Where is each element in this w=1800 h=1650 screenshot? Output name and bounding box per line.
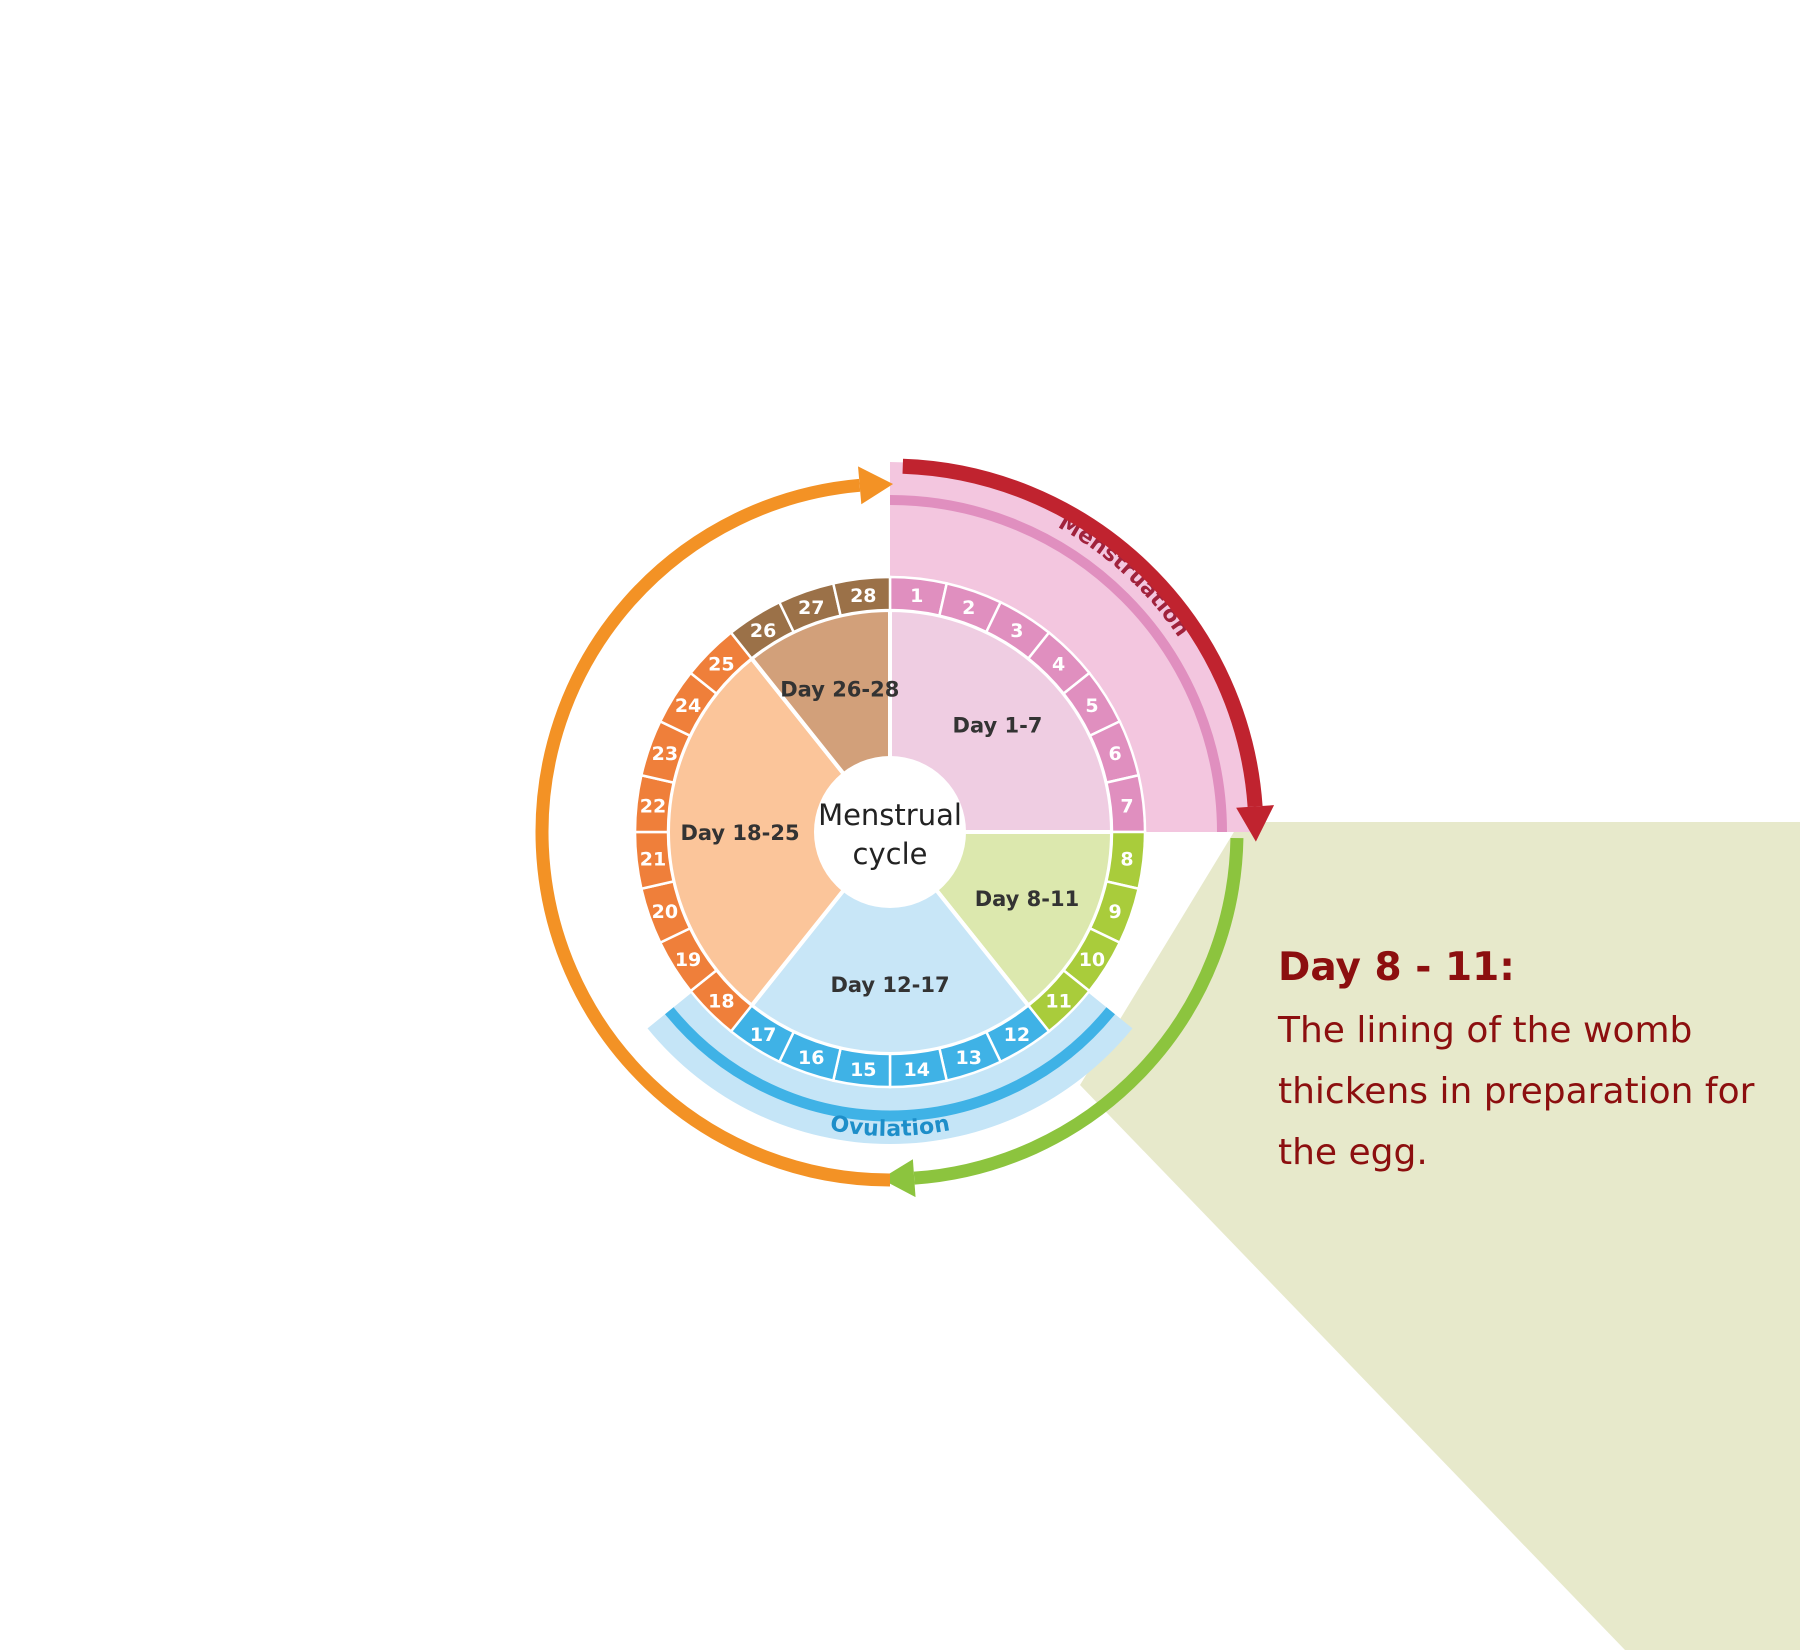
green-arrow-arc [913,837,1244,1185]
day-number-6: 6 [1108,743,1121,765]
menstruation-arrow-arc [902,458,1263,807]
phase-label-5: Day 26-28 [780,678,899,702]
day-number-24: 24 [675,695,701,717]
day-number-7: 7 [1120,795,1133,817]
orange-arrow-arc [535,478,891,1187]
menstruation-stripe [889,495,1227,833]
day-number-13: 13 [956,1047,982,1069]
day-number-16: 16 [798,1047,824,1069]
day-number-1: 1 [910,585,923,607]
day-number-28: 28 [850,585,876,607]
phase-label-2: Day 8-11 [975,887,1080,911]
menstruation-arrow-head [1236,805,1275,842]
day-number-3: 3 [1010,620,1023,642]
phase-label-4: Day 18-25 [680,821,799,845]
day-number-15: 15 [850,1059,876,1081]
callout-title: Day 8 - 11: [1278,945,1515,990]
day-number-25: 25 [708,653,734,675]
day-number-26: 26 [750,620,776,642]
orange-arrow-head [858,466,894,505]
day-number-27: 27 [798,597,824,619]
day-number-11: 11 [1045,991,1071,1013]
callout-body: The lining of the womb thickens in prepa… [1278,1010,1755,1173]
cycle-arrows [535,458,1275,1198]
day-number-4: 4 [1052,653,1065,675]
phase-labels: Day 1-7 Day 8-11 Day 12-17 Day 18-25 Day 26-… [680,678,1079,997]
ovulation-band [647,992,1133,1145]
phase-label-3: Day 12-17 [830,973,949,997]
center-disc [814,756,966,908]
ovulation-stripe [665,1007,1115,1122]
green-arrow-head [880,1159,916,1198]
center-label-line1: Menstrual [818,798,962,832]
day-number-23: 23 [652,743,678,765]
callout-panel [1080,822,1800,1650]
day-number-10: 10 [1079,949,1105,971]
day-number-18: 18 [708,991,734,1013]
day-number-19: 19 [675,949,701,971]
day-number-8: 8 [1120,849,1133,871]
day-number-17: 17 [750,1024,776,1046]
day-cell-28 [831,575,892,618]
day-number-22: 22 [640,795,666,817]
callout: Day 8 - 11: The lining of the womb thick… [1278,944,1758,1183]
day-number-20: 20 [652,901,678,923]
menstruation-band [890,462,1260,832]
day-number-2: 2 [962,597,975,619]
day-number-14: 14 [903,1059,929,1081]
day-number-21: 21 [640,849,666,871]
day-ring: 1234567891011121314151617181920212223242… [633,575,1147,1089]
phase-label-1: Day 1-7 [953,714,1043,738]
day-number-12: 12 [1004,1024,1030,1046]
day-number-5: 5 [1085,695,1098,717]
center-label-line2: cycle [853,837,928,871]
day-number-9: 9 [1108,901,1121,923]
